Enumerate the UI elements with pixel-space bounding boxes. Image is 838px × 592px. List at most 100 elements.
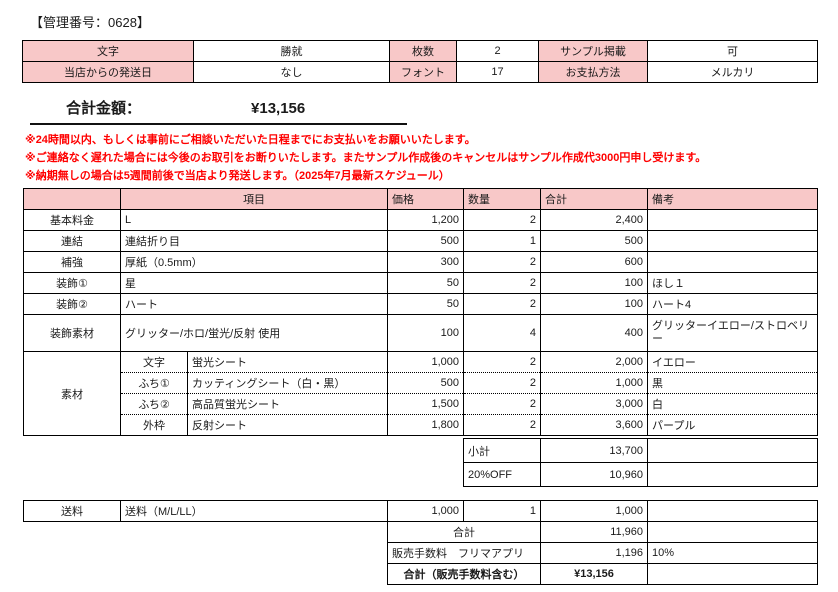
total-cell: 2,400 [540,209,648,231]
info-row: 当店からの発送日 なし フォント 17 お支払方法 メルカリ [22,61,818,83]
summary-value: 11,960 [540,521,649,543]
note-cell [647,251,818,273]
total-cell: 400 [540,314,648,352]
header-total: 合計 [540,188,648,210]
summary-total-row: 合計 11,960 [24,521,819,543]
subtotal-note [647,438,818,463]
info-value-cell: 可 [647,40,818,62]
grand-total-row-note [647,563,819,585]
category-cell: 連結 [23,230,121,252]
price-cell: 1,000 [387,500,465,522]
header-price: 価格 [387,188,464,210]
summary-fee-row: 販売手数料 フリマアプリ 1,196 10% [24,542,819,564]
qty-cell: 2 [463,209,541,231]
info-row: 文字 勝就 枚数 2 サンプル掲載 可 [22,40,818,62]
material-sub-cell: ふち② [120,393,188,415]
info-label-cell: 文字 [22,40,194,62]
total-cell: 1,000 [540,372,648,394]
item-cell: L [120,209,388,231]
summary-note [647,521,819,543]
total-cell: 600 [540,251,648,273]
grand-total-label: 合計金額： [66,100,142,117]
page-title: 【管理番号：0628】 [30,15,150,30]
price-cell: 1,500 [387,393,464,415]
table-row: 装飾① 星 50 2 100 ほし１ [23,272,818,294]
header-item: 項目 [120,188,388,210]
item-cell: 蛍光シート [187,351,388,373]
grand-total-row-label: 合計（販売手数料含む） [387,563,542,585]
total-cell: 100 [540,293,648,315]
spacer-cell [24,543,388,564]
material-row: 外枠 反射シート 1,800 2 3,600 パープル [24,414,818,436]
fee-note: 10% [647,542,819,564]
item-cell: カッティングシート（白・黒） [187,372,388,394]
price-cell: 50 [387,293,464,315]
category-cell: 送料 [23,500,121,522]
qty-cell: 2 [463,351,541,373]
material-sub-cell: 外枠 [120,414,188,436]
material-category-cell: 素材 [23,351,121,436]
category-cell: 装飾① [23,272,121,294]
item-cell: 高品質蛍光シート [187,393,388,415]
notice-cancel-policy: ※ご連絡なく遅れた場合には今後のお取引をお断りいたします。またサンプル作成後のキ… [25,152,707,164]
info-label-cell: お支払方法 [538,61,648,83]
qty-cell: 4 [463,314,541,352]
note-cell: パープル [647,414,818,436]
table-row: 連結 連結折り目 500 1 500 [23,230,818,252]
info-value-cell: 勝就 [193,40,390,62]
info-value-cell: 17 [456,61,539,83]
discount-label: 20%OFF [463,462,541,487]
discount-value: 10,960 [540,462,648,487]
notice-payment-deadline: ※24時間以内、もしくは事前にご相談いただいた日程までにお支払いをお願いいたしま… [25,134,476,146]
price-cell: 1,200 [387,209,464,231]
order-info-table: 文字 勝就 枚数 2 サンプル掲載 可 当店からの発送日 なし フォント 17 … [22,40,818,83]
note-cell [647,209,818,231]
category-cell: 基本料金 [23,209,121,231]
total-cell: 500 [540,230,648,252]
info-label-cell: サンプル掲載 [538,40,648,62]
table-row: 装飾素材 グリッター/ホロ/蛍光/反射 使用 100 4 400 グリッターイエ… [23,314,818,352]
info-label-cell: フォント [389,61,457,83]
price-cell: 100 [387,314,464,352]
discount-row: 20%OFF 10,960 [463,462,818,487]
discount-note [647,462,818,487]
note-cell: ほし１ [647,272,818,294]
table-header-row: 項目 価格 数量 合計 備考 [23,188,818,210]
note-cell: 黒 [647,372,818,394]
material-sub-cell: 文字 [120,351,188,373]
item-cell: 送料（M/L/LL） [119,500,389,522]
notice-list: ※24時間以内、もしくは事前にご相談いただいた日程までにお支払いをお願いいたしま… [25,134,838,182]
subtotal-label: 小計 [463,438,541,463]
material-row: 素材 文字 蛍光シート 1,000 2 2,000 イエロー [23,351,818,436]
note-cell: ハート4 [647,293,818,315]
summary-label: 合計 [387,521,542,543]
category-cell: 補強 [23,251,121,273]
grand-total-row-value: ¥13,156 [540,563,649,585]
spacer-cell [24,522,388,543]
subtotal-value: 13,700 [540,438,648,463]
note-cell: 白 [647,393,818,415]
note-cell: グリッターイエロー/ストロベリー [647,314,818,352]
info-label-cell: 枚数 [389,40,457,62]
item-cell: 連結折り目 [120,230,388,252]
item-cell: グリッター/ホロ/蛍光/反射 使用 [120,314,388,352]
note-cell [647,230,818,252]
header-note: 備考 [647,188,818,210]
total-cell: 3,600 [540,414,648,436]
material-sub-cell: ふち① [120,372,188,394]
spacer-cell [24,564,388,585]
info-value-cell: メルカリ [647,61,818,83]
table-row: 基本料金 L 1,200 2 2,400 [23,209,818,231]
price-cell: 1,000 [387,351,464,373]
subtotal-table: 小計 13,700 20%OFF 10,960 [463,438,818,487]
info-value-cell: なし [193,61,390,83]
category-cell: 装飾② [23,293,121,315]
qty-cell: 1 [463,500,542,522]
price-cell: 1,800 [387,414,464,436]
qty-cell: 2 [463,414,541,436]
summary-grand-total-row: 合計（販売手数料含む） ¥13,156 [24,563,819,585]
table-row: 装飾② ハート 50 2 100 ハート4 [23,293,818,315]
qty-cell: 2 [463,251,541,273]
header-qty: 数量 [463,188,541,210]
